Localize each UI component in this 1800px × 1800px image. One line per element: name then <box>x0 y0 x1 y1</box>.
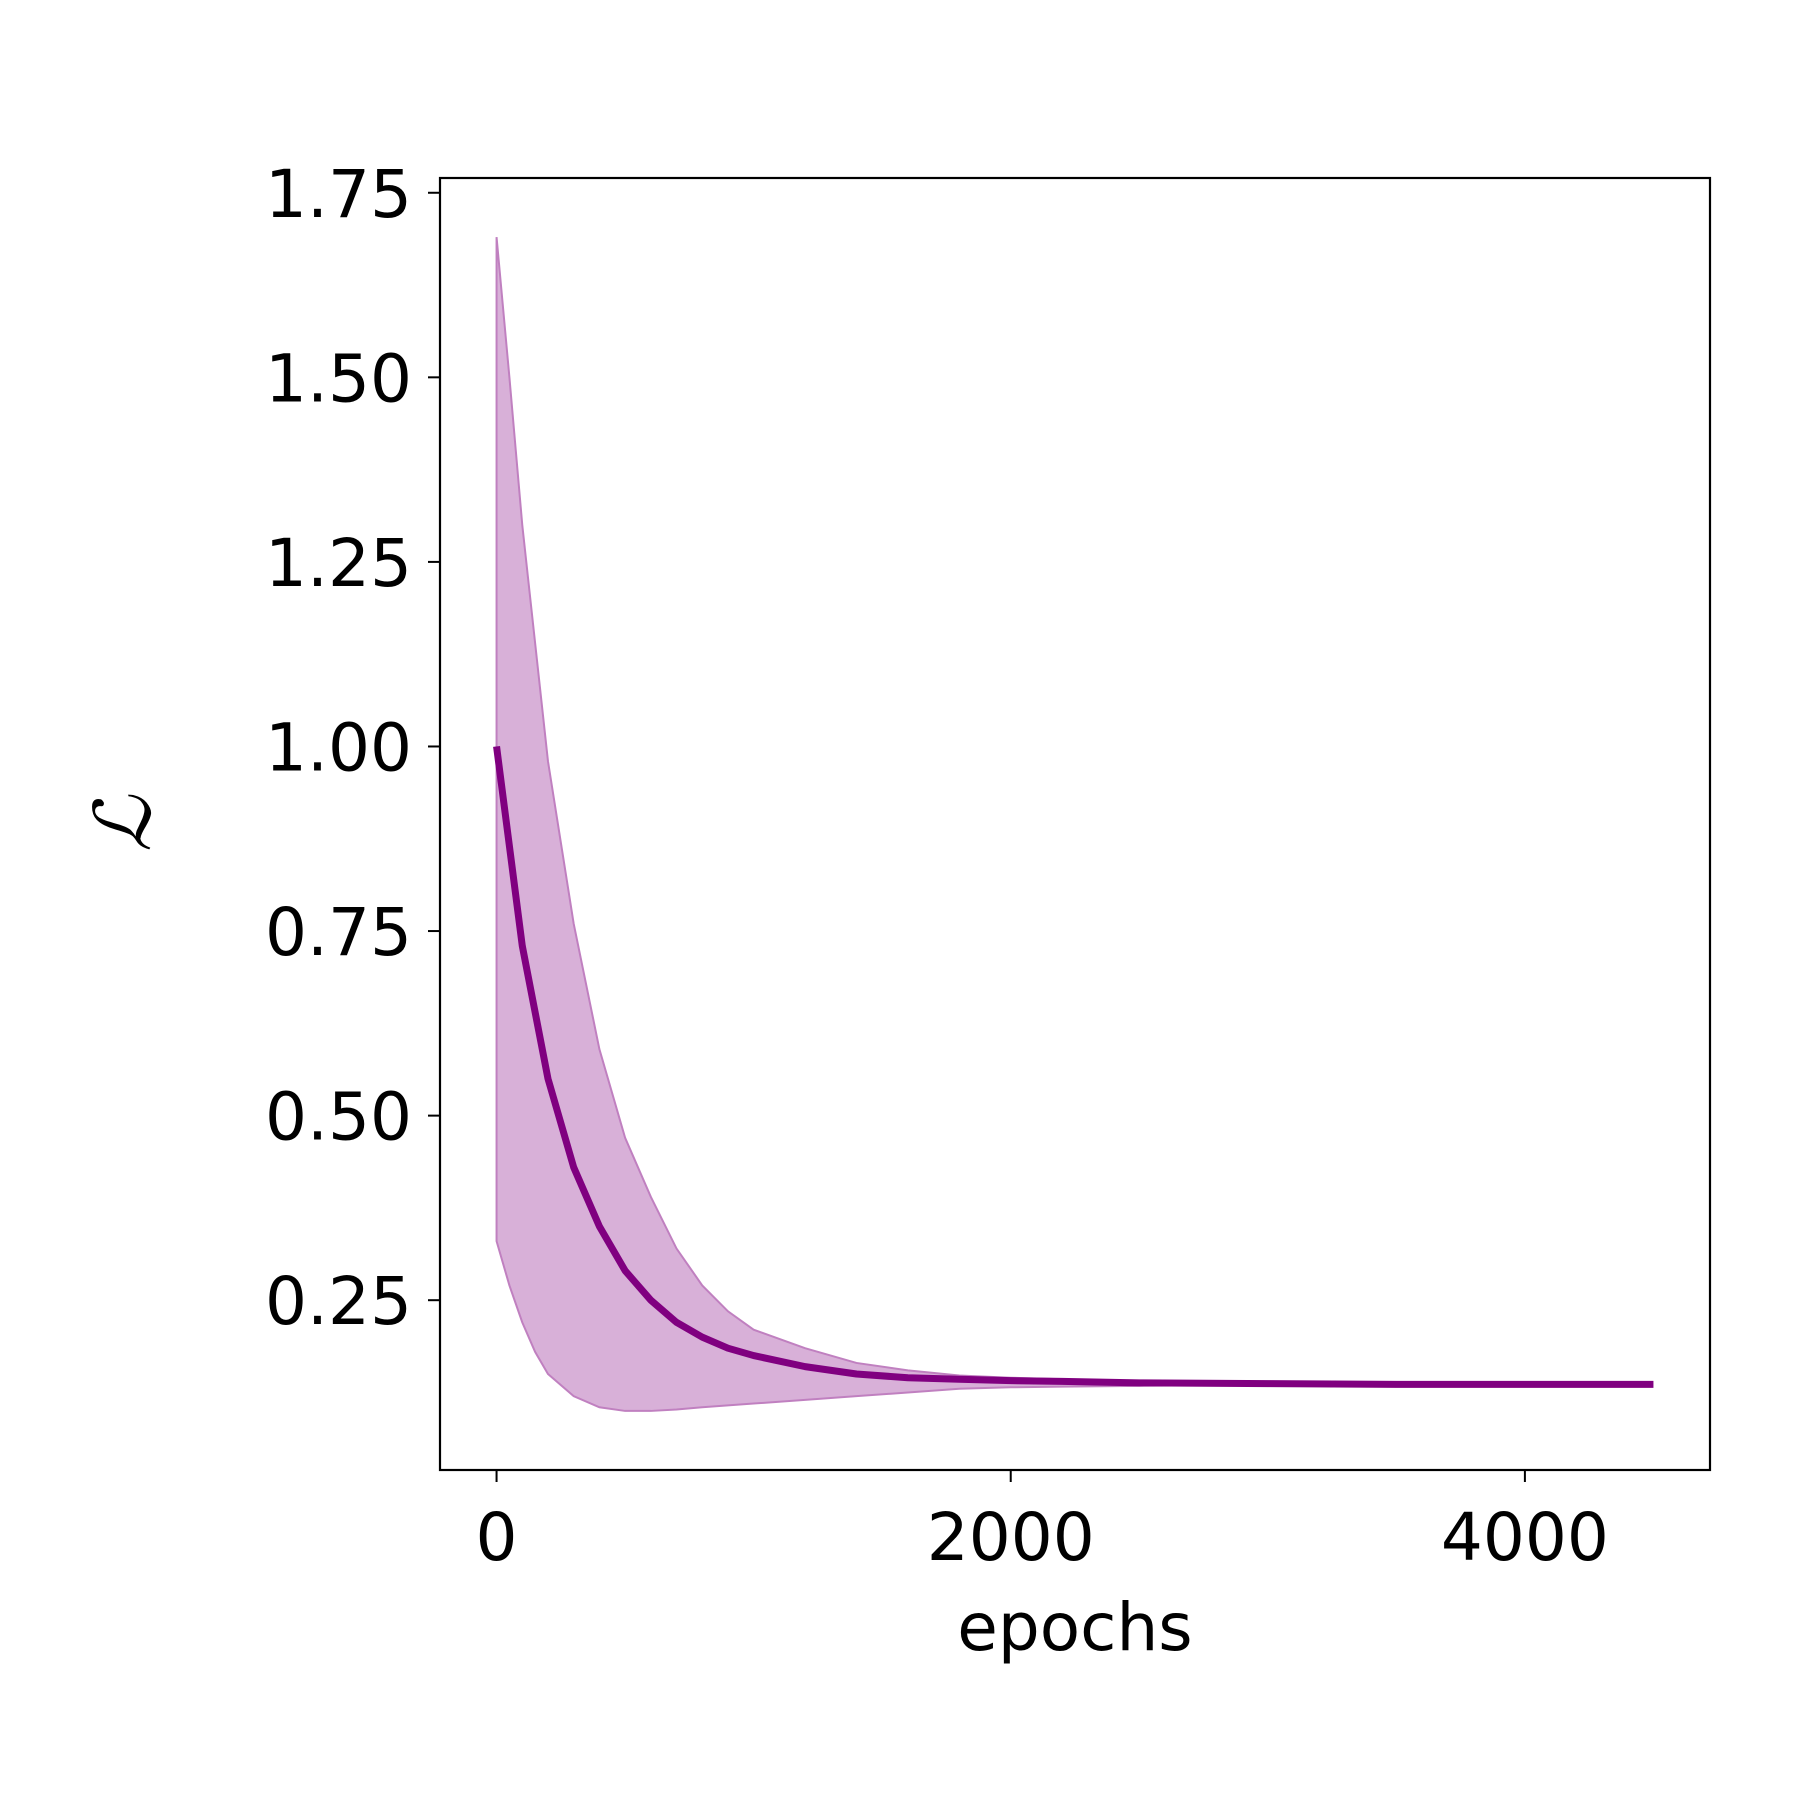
y-tick-label: 1.75 <box>265 156 412 233</box>
y-tick-label: 0.25 <box>265 1263 412 1340</box>
y-axis-label: ℒ <box>79 794 169 852</box>
x-tick-label: 4000 <box>1441 1499 1609 1576</box>
y-tick-label: 1.00 <box>265 709 412 786</box>
x-tick-label: 0 <box>476 1499 518 1576</box>
y-tick-label: 0.75 <box>265 894 412 971</box>
mean-loss-line <box>493 746 1654 1388</box>
y-tick-label: 0.50 <box>265 1079 412 1156</box>
y-tick-label: 1.25 <box>265 525 412 602</box>
plot-frame <box>438 176 1712 1472</box>
y-tick-label: 1.50 <box>265 340 412 417</box>
x-axis-label: epochs <box>957 1589 1192 1666</box>
confidence-band <box>495 236 1269 1412</box>
x-tick-label: 2000 <box>927 1499 1095 1576</box>
